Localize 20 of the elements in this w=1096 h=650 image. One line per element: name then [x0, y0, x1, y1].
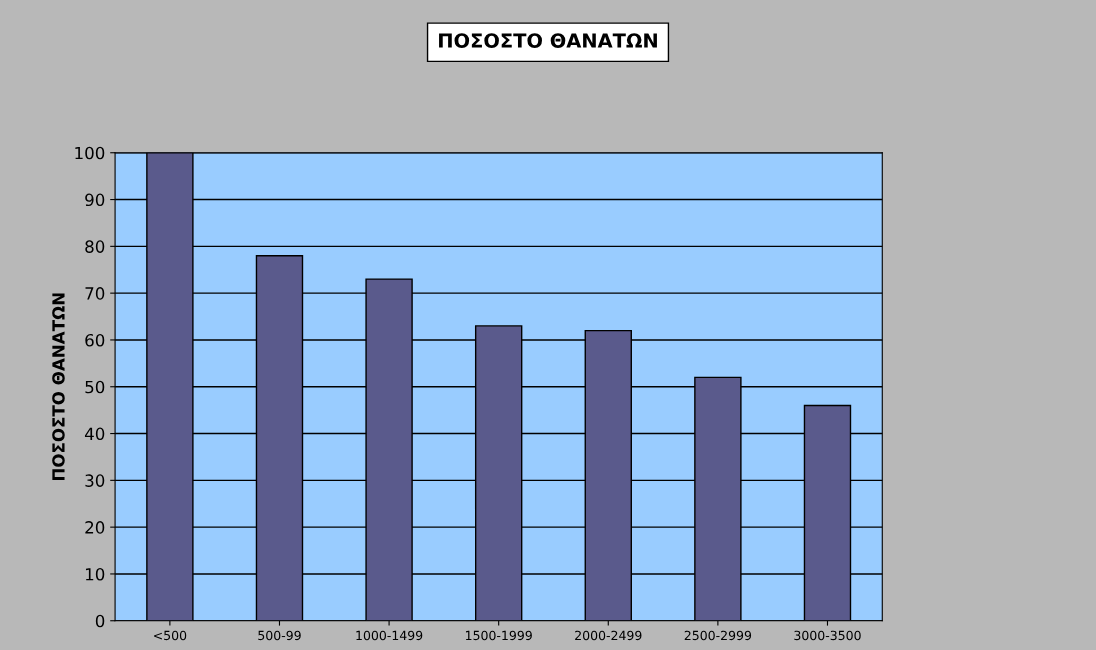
y-tick-label: 40 [84, 427, 105, 441]
y-tick-label: 90 [85, 193, 105, 207]
y-tick-label: 0 [95, 614, 105, 628]
x-tick-label: 1000-1499 [356, 630, 423, 641]
y-tick-label: 80 [85, 240, 105, 253]
chart-title: ΠΟΣΟΣΤΟ ΘΑΝΑΤΩΝ [439, 33, 657, 48]
y-tick-label: 20 [85, 521, 105, 534]
x-tick-label: 2000-2499 [575, 630, 642, 641]
x-tick-label: 1500-1999 [465, 630, 532, 641]
x-tick-label: 500-99 [258, 630, 301, 641]
x-tick-label: <500 [154, 630, 187, 641]
y-tick-label: 60 [85, 333, 105, 347]
x-tick-label: 3000-3500 [794, 630, 861, 641]
y-tick-label: 30 [85, 474, 105, 487]
x-tick-label: 2500-2999 [684, 630, 752, 641]
y-tick-label: 50 [85, 380, 105, 394]
y-tick-label: 100 [75, 146, 105, 160]
y-tick-label: 10 [85, 567, 105, 581]
y-axis-title: ΠΟΣΟΣΤΟ ΘΑΝΑΤΩΝ [52, 293, 65, 481]
y-tick-label: 70 [85, 287, 105, 300]
